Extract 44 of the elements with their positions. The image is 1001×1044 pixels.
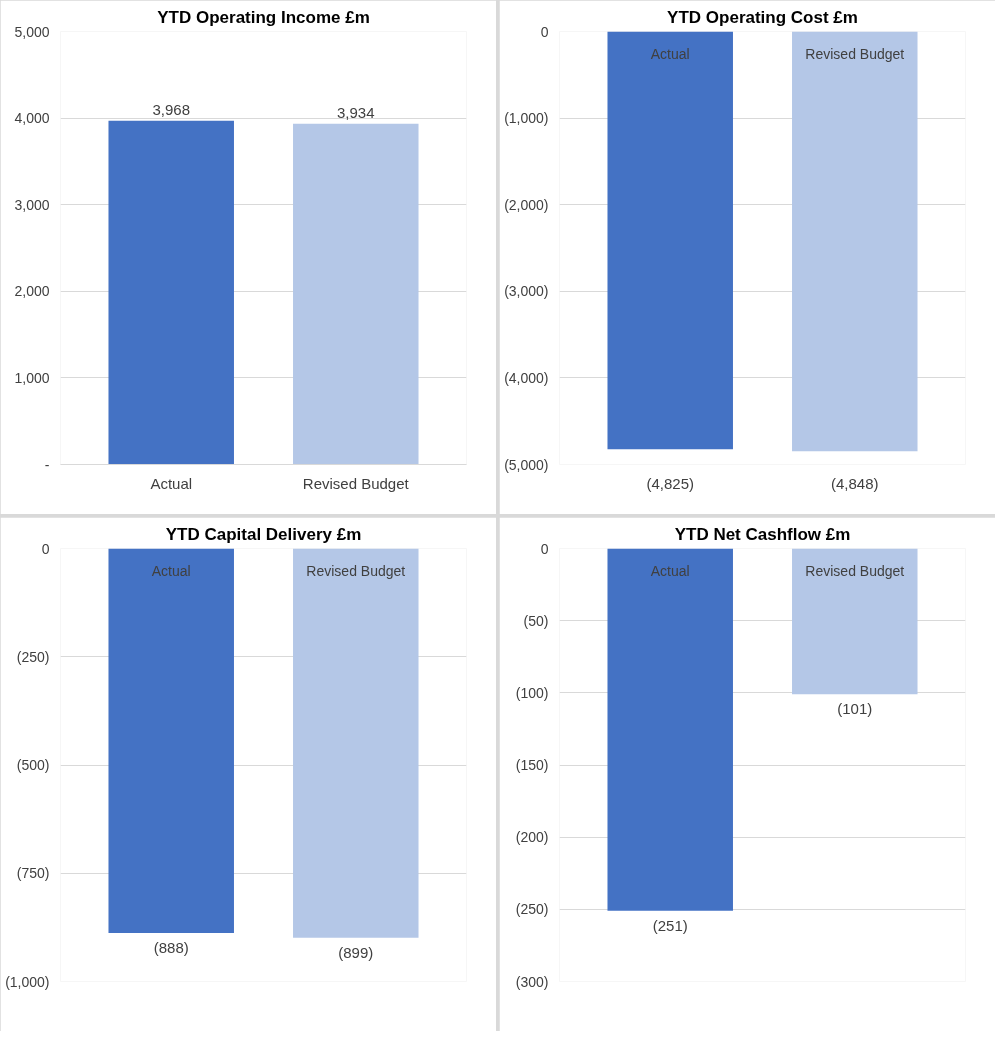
y-tick-label: 0 (41, 540, 50, 557)
y-tick-label: (100) (515, 684, 549, 701)
x-tick-label: Revised Budget (805, 562, 905, 579)
y-tick-label: 0 (540, 540, 549, 557)
y-tick-label: (50) (523, 612, 549, 629)
x-tick-label: Revised Budget (306, 562, 406, 579)
y-tick-label: (2,000) (504, 196, 549, 213)
x-tick-label: Actual (150, 474, 193, 492)
x-tick-label: Actual (650, 562, 690, 579)
chart-title: YTD Capital Delivery £m (165, 524, 362, 544)
y-tick-label: (5,000) (504, 456, 549, 473)
y-tick-label: (1,000) (5, 973, 50, 990)
y-tick-label: (150) (515, 757, 549, 773)
y-tick-label: (500) (16, 757, 50, 773)
y-tick-label: (750) (16, 865, 50, 882)
chart-title: YTD Operating Income £m (157, 7, 370, 27)
y-tick-label: (4,000) (504, 369, 549, 386)
data-label: (4,848) (831, 474, 879, 492)
y-tick-label: (3,000) (504, 283, 549, 300)
y-tick-label: (200) (515, 829, 549, 846)
y-tick-label: - (44, 456, 50, 473)
y-tick-label: (300) (515, 973, 549, 990)
data-label: (888) (153, 939, 189, 956)
x-tick-label: Revised Budget (302, 474, 410, 492)
y-tick-label: (1,000) (504, 110, 549, 127)
data-label: (101) (837, 700, 873, 718)
data-label: 3,968 (152, 100, 191, 118)
chart-title: YTD Operating Cost £m (667, 7, 858, 27)
data-label: 3,934 (337, 103, 375, 121)
y-tick-label: 2,000 (14, 283, 50, 300)
y-tick-label: 1,000 (14, 369, 50, 386)
y-tick-label: (250) (16, 648, 50, 665)
data-label: (251) (652, 916, 688, 934)
x-tick-label: Revised Budget (805, 45, 905, 62)
x-tick-label: Actual (650, 45, 690, 62)
y-tick-label: 5,000 (14, 23, 50, 40)
y-tick-label: 3,000 (14, 196, 50, 213)
x-tick-label: Actual (151, 562, 191, 579)
y-tick-label: (250) (515, 901, 549, 918)
chart-title: YTD Net Cashflow £m (674, 524, 851, 544)
data-label: (899) (338, 943, 374, 961)
y-tick-label: 0 (540, 23, 549, 40)
data-label: (4,825) (646, 474, 694, 492)
y-tick-label: 4,000 (14, 110, 50, 127)
